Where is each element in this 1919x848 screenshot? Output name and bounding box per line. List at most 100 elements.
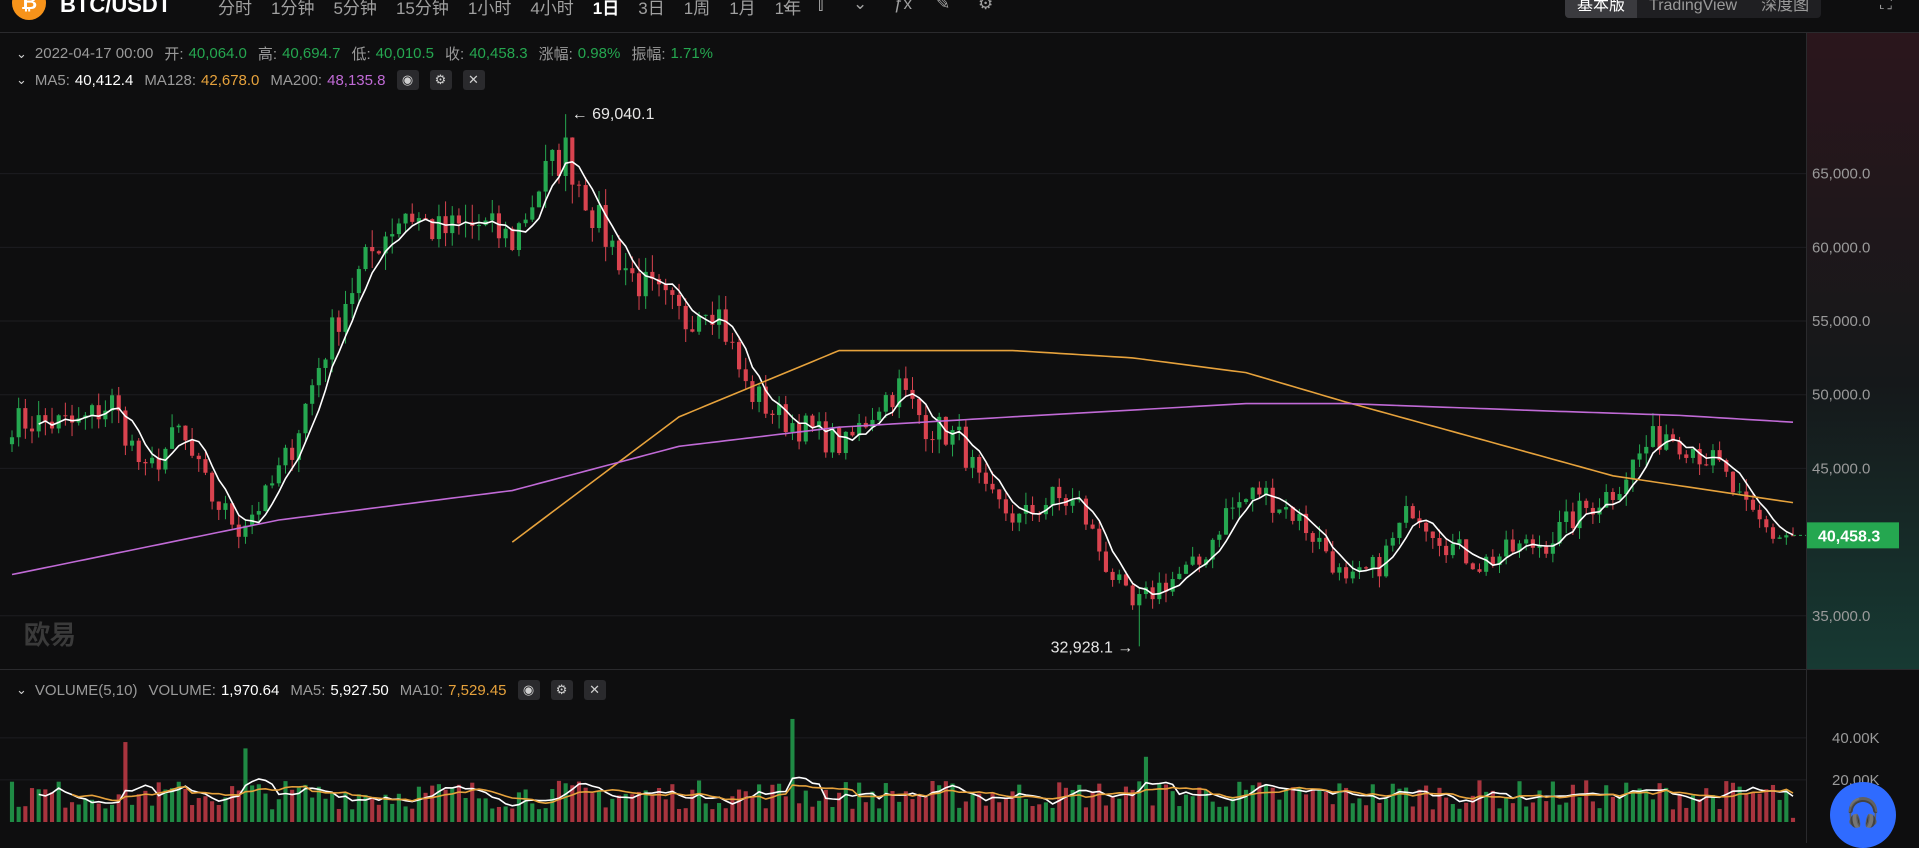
volume-bar xyxy=(310,797,315,822)
volume-bar xyxy=(463,797,468,822)
volume-bar xyxy=(1790,817,1796,822)
volume-bar xyxy=(616,795,622,822)
volume-bar xyxy=(897,801,902,822)
volume-bar xyxy=(1730,782,1736,822)
chevron-down-icon[interactable]: ⌄ xyxy=(16,72,27,87)
candle-body xyxy=(757,386,762,402)
interval-tab[interactable]: 5分钟 xyxy=(333,0,377,18)
candle-body xyxy=(1037,513,1042,515)
volume-bar xyxy=(1584,780,1589,822)
interval-tab[interactable]: 1日 xyxy=(592,0,620,18)
interval-tab[interactable]: 1周 xyxy=(683,0,711,18)
volume-bar xyxy=(390,803,395,822)
volume-bar xyxy=(436,784,441,822)
volume-bar xyxy=(136,794,141,822)
candle-body xyxy=(1390,537,1395,546)
volume-bar xyxy=(1257,782,1262,822)
volume-bar xyxy=(1724,781,1729,822)
close-icon[interactable]: ✕ xyxy=(583,680,606,700)
eye-icon[interactable]: ◉ xyxy=(517,680,540,700)
volume-bar xyxy=(1537,790,1542,822)
interval-tab[interactable]: 3日 xyxy=(638,0,665,18)
pair-title[interactable]: BTC/USDT xyxy=(60,0,172,17)
volume-bar xyxy=(1324,792,1329,822)
volume-bar xyxy=(1557,804,1562,822)
candle-body xyxy=(710,314,715,325)
ma5-label: MA5: xyxy=(34,71,70,89)
candle-body xyxy=(1097,528,1102,552)
candle-body xyxy=(1344,567,1349,579)
candle-body xyxy=(1257,487,1262,495)
interval-tab[interactable]: 1分钟 xyxy=(271,0,315,18)
volume-bar xyxy=(1697,798,1702,822)
candlestick-icon[interactable]: ⫿ xyxy=(818,0,824,13)
view-mode-tab[interactable]: 深度图 xyxy=(1761,0,1810,14)
candle-body xyxy=(1143,587,1149,595)
volume-bar xyxy=(1750,791,1756,822)
volume-bar xyxy=(576,781,582,822)
volume-bar xyxy=(977,793,982,822)
gear-icon[interactable]: ⚙ xyxy=(550,680,573,700)
volume-bar xyxy=(123,742,128,822)
volume-bar xyxy=(1530,802,1535,822)
candle-body xyxy=(1103,551,1109,572)
y-tick-label: 65,000.0 xyxy=(1812,166,1870,183)
volume-bar xyxy=(223,797,228,822)
candle-body xyxy=(1617,494,1622,501)
volume-bar xyxy=(230,786,235,822)
chevron-down-icon[interactable]: ⌄ xyxy=(780,0,795,13)
candle-body xyxy=(1110,571,1115,580)
chevron-down-icon[interactable]: ⌄ xyxy=(16,682,27,697)
interval-tab[interactable]: 1年 xyxy=(774,0,802,18)
y-tick-label: 45,000.0 xyxy=(1812,460,1870,477)
eye-icon[interactable]: ◉ xyxy=(396,70,419,90)
pencil-icon[interactable]: ✎ xyxy=(936,0,951,13)
chevron-down-icon[interactable]: ⌄ xyxy=(853,0,868,13)
candle-body xyxy=(1790,535,1796,537)
fx-icon[interactable]: ƒx xyxy=(894,0,912,13)
volume-bar xyxy=(983,805,988,822)
gear-icon[interactable]: ⚙ xyxy=(429,70,452,90)
headset-icon[interactable]: 🎧 xyxy=(1830,782,1896,848)
candle-body xyxy=(550,149,555,161)
volume-bar xyxy=(603,807,608,822)
watermark-logo: 欧易 xyxy=(24,620,77,650)
volume-bar xyxy=(730,796,735,822)
candle-body xyxy=(383,236,388,254)
volume-bar xyxy=(1223,806,1229,822)
last-price-badge xyxy=(1807,522,1899,549)
candle-body xyxy=(396,223,401,235)
close-icon[interactable]: ✕ xyxy=(462,70,485,90)
interval-tab[interactable]: 1月 xyxy=(729,0,756,18)
low-label: 低: xyxy=(351,46,371,63)
gear-icon[interactable]: ⚙ xyxy=(978,0,994,13)
candle-body xyxy=(997,489,1002,500)
interval-tab[interactable]: 分时 xyxy=(218,0,252,18)
interval-tab[interactable]: 15分钟 xyxy=(395,0,449,18)
ma5-line xyxy=(38,160,1794,596)
interval-tab[interactable]: 1小时 xyxy=(467,0,512,18)
max-price-annotation: ← 69,040.1 xyxy=(572,106,655,123)
candle-body xyxy=(510,228,515,250)
candle-body xyxy=(1090,524,1095,529)
fullscreen-icon[interactable]: ⛶ xyxy=(1880,0,1892,13)
chevron-down-icon[interactable]: ⌄ xyxy=(16,45,27,61)
volume-bar xyxy=(476,798,481,822)
interval-tab[interactable]: 4小时 xyxy=(530,0,574,18)
candle-body xyxy=(296,433,301,460)
volume-bar xyxy=(1450,804,1455,822)
volume-bar xyxy=(783,796,788,822)
volume-bar xyxy=(89,799,95,822)
candle-body xyxy=(423,218,428,220)
volume-bar xyxy=(1457,808,1462,822)
candle-body xyxy=(1744,491,1749,500)
candle-body xyxy=(109,395,115,411)
volume-bar xyxy=(643,790,648,822)
volume-bar xyxy=(1577,797,1582,822)
view-mode-tab[interactable]: 基本版 xyxy=(1565,0,1638,18)
volume-bar xyxy=(1637,788,1642,822)
candle-body xyxy=(1504,539,1509,557)
volume-bar xyxy=(76,804,81,822)
volume-bar xyxy=(990,792,995,822)
view-mode-tab[interactable]: TradingView xyxy=(1649,0,1738,14)
